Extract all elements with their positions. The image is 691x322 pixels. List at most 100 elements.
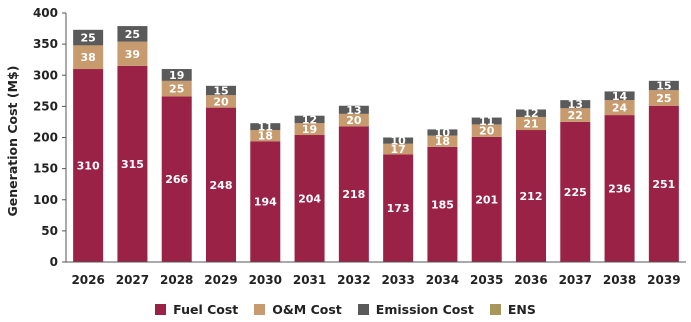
data-label: 248 — [210, 179, 233, 192]
legend-label: Emission Cost — [375, 301, 474, 317]
data-label: 12 — [523, 107, 538, 120]
bar-segment-2035-emission-cost — [471, 117, 502, 125]
legend: Fuel Cost O&M Cost Emission Cost ENS — [0, 298, 691, 320]
data-label: 39 — [125, 48, 140, 61]
bar-segment-2031-o-m-cost — [294, 123, 325, 136]
y-tick-label: 400 — [33, 6, 58, 20]
bar-segment-2032-fuel-cost — [338, 126, 369, 262]
bar-segment-2039-emission-cost — [648, 80, 679, 91]
x-tick-label: 2026 — [71, 273, 104, 287]
y-tick-label: 100 — [33, 193, 58, 207]
data-label: 20 — [346, 114, 362, 127]
bar-segment-2038-fuel-cost — [604, 115, 635, 262]
bar-segment-2032-o-m-cost — [338, 113, 369, 127]
bar-segment-2031-emission-cost — [294, 115, 325, 124]
bar-segment-2035-o-m-cost — [471, 124, 502, 137]
legend-swatch — [357, 303, 369, 315]
data-label: 21 — [523, 117, 538, 130]
data-label: 185 — [431, 198, 454, 211]
y-axis-label: Generation Cost (M$) — [5, 66, 20, 217]
bar-segment-2027-o-m-cost — [117, 41, 148, 66]
data-label: 310 — [77, 160, 100, 173]
data-label: 173 — [387, 202, 410, 215]
x-tick-label: 2038 — [603, 273, 636, 287]
x-tick-label: 2039 — [647, 273, 680, 287]
legend-item: Fuel Cost — [155, 302, 238, 317]
x-axis: 2026 2027 2028 2029 2030 2031 2032 2033 2034 2035… — [66, 261, 686, 287]
x-tick-label: 2033 — [381, 273, 414, 287]
legend-label: Fuel Cost — [173, 301, 239, 317]
y-tick-label: 0 — [50, 255, 58, 269]
bar-segment-2038-o-m-cost — [604, 100, 635, 116]
data-label: 19 — [169, 69, 184, 82]
legend-item: O&M Cost — [254, 302, 342, 317]
data-label: 315 — [121, 158, 144, 171]
bar-segment-2027-emission-cost — [117, 26, 148, 42]
data-label: 14 — [612, 90, 628, 103]
bar-segment-2039-fuel-cost — [648, 105, 679, 262]
bar-segment-2026-fuel-cost — [73, 69, 104, 263]
bar-segment-2037-o-m-cost — [560, 108, 591, 122]
bar-segment-2036-fuel-cost — [516, 130, 546, 262]
data-label: 20 — [479, 125, 495, 138]
bar-segment-2029-fuel-cost — [206, 107, 236, 263]
bar-segment-2028-fuel-cost — [161, 96, 192, 262]
bar-segment-2030-o-m-cost — [250, 130, 281, 142]
data-label: 10 — [435, 127, 451, 140]
x-tick-label: 2036 — [514, 273, 547, 287]
x-tick-label: 2032 — [337, 273, 370, 287]
y-axis: 0 50 100 150 200 250 300 350 400 — [33, 6, 67, 269]
bars: 3103825315392526625192482015194181120419… — [73, 26, 679, 263]
data-label: 19 — [302, 123, 317, 136]
data-label: 13 — [346, 104, 361, 117]
y-tick-label: 250 — [33, 99, 58, 113]
x-tick-label: 2034 — [426, 273, 459, 287]
bar-segment-2029-o-m-cost — [206, 95, 236, 108]
bar-segment-2034-o-m-cost — [427, 135, 458, 147]
bar-segment-2033-fuel-cost — [383, 154, 414, 262]
x-tick-label: 2037 — [559, 273, 592, 287]
data-label: 12 — [302, 113, 317, 126]
data-label: 15 — [656, 80, 671, 93]
data-label: 25 — [656, 92, 671, 105]
y-tick-label: 300 — [33, 68, 58, 82]
bar-segment-2031-fuel-cost — [294, 135, 325, 262]
data-label: 201 — [475, 193, 498, 206]
y-tick-label: 150 — [33, 162, 58, 176]
y-tick-label: 50 — [41, 224, 58, 238]
bar-segment-2026-o-m-cost — [73, 45, 104, 70]
data-label: 17 — [390, 143, 405, 156]
x-tick-label: 2031 — [293, 273, 326, 287]
bar-segment-2033-emission-cost — [383, 137, 414, 144]
bar-group-2027: 315 39 25 — [117, 26, 148, 262]
x-tick-label: 2029 — [204, 273, 237, 287]
bar-segment-2037-emission-cost — [560, 100, 591, 109]
data-label: 218 — [342, 188, 365, 201]
data-label: 20 — [213, 95, 229, 108]
data-label: 15 — [213, 85, 228, 98]
bar-segment-2032-emission-cost — [338, 105, 369, 114]
data-label: 25 — [80, 32, 95, 45]
data-label: 22 — [568, 109, 583, 122]
data-label: 11 — [479, 115, 494, 128]
legend-label: ENS — [507, 301, 536, 317]
data-label: 18 — [435, 135, 450, 148]
data-label: 212 — [520, 190, 543, 203]
bar-segment-2028-emission-cost — [161, 69, 192, 81]
x-tick-label: 2028 — [160, 273, 193, 287]
data-label: 10 — [390, 135, 406, 148]
bar-segment-2026-emission-cost — [73, 29, 104, 46]
data-label: 204 — [298, 193, 321, 206]
bar-segment-2030-emission-cost — [250, 123, 281, 131]
